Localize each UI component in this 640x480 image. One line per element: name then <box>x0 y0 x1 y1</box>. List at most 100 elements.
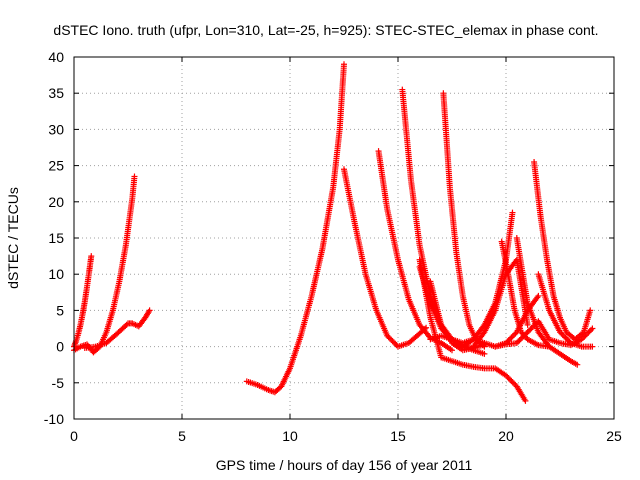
data-point <box>519 334 526 341</box>
x-tick-label: 0 <box>70 428 78 444</box>
data-point <box>508 334 515 341</box>
x-tick-label: 5 <box>178 428 186 444</box>
series-arc14 <box>498 238 553 350</box>
data-point <box>385 334 392 341</box>
data-point <box>481 350 488 357</box>
data-point <box>505 375 512 382</box>
y-tick-label: 35 <box>48 85 64 101</box>
data-point <box>578 336 585 343</box>
data-point <box>557 329 563 336</box>
series-arc4 <box>243 61 347 396</box>
data-point <box>579 335 586 342</box>
y-tick-label: 5 <box>56 302 64 318</box>
data-marks <box>71 61 596 404</box>
series-arc19 <box>427 292 542 350</box>
data-point <box>515 338 522 345</box>
data-point <box>392 340 399 347</box>
data-point <box>523 330 530 337</box>
tick-labels: 0 5 10 15 20 25 -10 -5 0 5 10 15 20 25 30 35 40 <box>44 49 622 444</box>
y-tick-label: -10 <box>44 411 64 427</box>
data-point <box>509 209 516 216</box>
y-tick-label: 15 <box>48 230 64 246</box>
data-point <box>521 331 528 338</box>
x-tick-label: 20 <box>498 428 514 444</box>
data-point <box>507 376 514 383</box>
data-point <box>582 332 589 339</box>
data-point <box>438 325 445 332</box>
data-point <box>565 337 572 344</box>
data-point <box>390 339 397 346</box>
data-point <box>509 333 516 340</box>
data-point <box>513 339 520 346</box>
series-arc16 <box>531 158 594 343</box>
data-point <box>517 335 524 342</box>
data-point <box>524 329 531 336</box>
data-point <box>585 329 592 336</box>
data-point <box>525 327 532 334</box>
series-arc5 <box>341 166 430 350</box>
data-point <box>520 333 527 340</box>
data-point <box>587 307 594 314</box>
y-tick-label: 25 <box>48 158 64 174</box>
data-point <box>581 333 588 340</box>
plot-frame <box>73 56 615 420</box>
data-point <box>574 361 581 368</box>
data-point <box>509 379 516 386</box>
data-point <box>384 332 391 339</box>
data-point <box>561 333 568 340</box>
data-point <box>535 292 542 299</box>
x-axis-label: GPS time / hours of day 156 of year 2011 <box>216 457 473 473</box>
x-tick-label: 15 <box>390 428 406 444</box>
y-axis-label: dSTEC / TECUs <box>5 187 21 289</box>
y-tick-label: 30 <box>48 121 64 137</box>
series-arc3 <box>81 307 153 352</box>
data-point <box>589 343 596 350</box>
y-tick-label: 20 <box>48 194 64 210</box>
data-point <box>512 330 519 337</box>
data-point <box>516 337 523 344</box>
y-tick-label: 40 <box>48 49 64 65</box>
series-arc18 <box>492 318 596 350</box>
data-point <box>131 173 138 180</box>
data-point <box>389 338 396 345</box>
data-point <box>505 337 512 344</box>
chart-title: dSTEC Iono. truth (ufpr, Lon=310, Lat=-2… <box>53 22 598 38</box>
data-point <box>388 336 395 343</box>
grid <box>73 56 615 420</box>
data-point <box>589 325 596 332</box>
data-point <box>563 335 570 342</box>
data-point <box>531 322 538 329</box>
data-point <box>511 331 518 338</box>
data-point <box>524 321 531 328</box>
data-point <box>584 330 590 337</box>
data-point <box>511 380 518 387</box>
series-arc15 <box>513 235 581 368</box>
x-tick-label: 10 <box>282 428 298 444</box>
data-point <box>558 330 565 337</box>
series-arc1 <box>71 253 95 350</box>
data-point <box>522 397 529 404</box>
data-point <box>507 335 514 342</box>
data-point <box>528 325 535 332</box>
series-arc9 <box>440 90 488 350</box>
data-point <box>123 321 130 328</box>
data-point <box>586 328 593 335</box>
data-point <box>503 339 509 346</box>
data-point <box>503 372 509 379</box>
series-arc6 <box>375 148 455 354</box>
data-point <box>508 377 515 384</box>
y-tick-label: 10 <box>48 266 64 282</box>
data-point <box>440 328 447 335</box>
data-point <box>449 347 455 354</box>
y-tick-label: 0 <box>56 339 64 355</box>
y-tick-label: -5 <box>52 375 65 391</box>
data-point <box>146 307 153 314</box>
data-point <box>559 331 566 338</box>
data-point <box>562 334 569 341</box>
series-arc17 <box>535 271 596 350</box>
data-point <box>88 253 95 260</box>
data-point <box>504 338 511 345</box>
x-tick-label: 25 <box>606 428 622 444</box>
data-point <box>527 326 534 333</box>
